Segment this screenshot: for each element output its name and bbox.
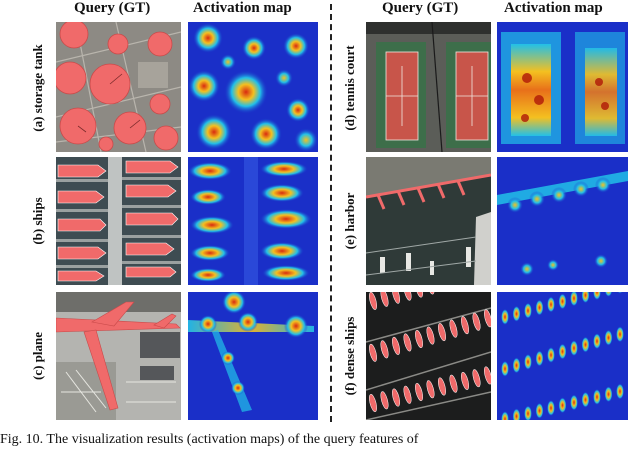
query-image-storage-tank xyxy=(56,22,181,152)
query-image-dense-ships xyxy=(366,292,491,420)
query-image-tennis-court xyxy=(366,22,491,152)
query-image-ships xyxy=(56,157,181,285)
figure-caption: Fig. 10. The visualization results (acti… xyxy=(0,432,419,447)
header-left-activation: Activation map xyxy=(193,0,292,16)
query-image-harbor xyxy=(366,157,491,285)
activation-map-dense-ships xyxy=(497,292,628,420)
row-label-dense-ships: (f) dense ships xyxy=(342,316,357,396)
activation-map-ships xyxy=(188,157,318,285)
header-right-activation: Activation map xyxy=(504,0,603,16)
row-label-plane: (c) plane xyxy=(30,331,45,381)
row-label-tennis-court: (d) tennis court xyxy=(342,45,357,131)
header-right-query: Query (GT) xyxy=(382,0,459,16)
activation-map-plane xyxy=(188,292,318,420)
row-label-ships: (b) ships xyxy=(30,197,45,245)
activation-map-tennis-court xyxy=(497,22,628,152)
activation-map-storage-tank xyxy=(188,22,318,152)
query-image-plane xyxy=(56,292,181,420)
row-label-storage-tank: (a) storage tank xyxy=(30,44,45,132)
column-divider xyxy=(330,4,332,422)
row-label-harbor: (e) harbor xyxy=(342,192,357,250)
activation-map-harbor xyxy=(497,157,628,285)
header-left-query: Query (GT) xyxy=(74,0,151,16)
